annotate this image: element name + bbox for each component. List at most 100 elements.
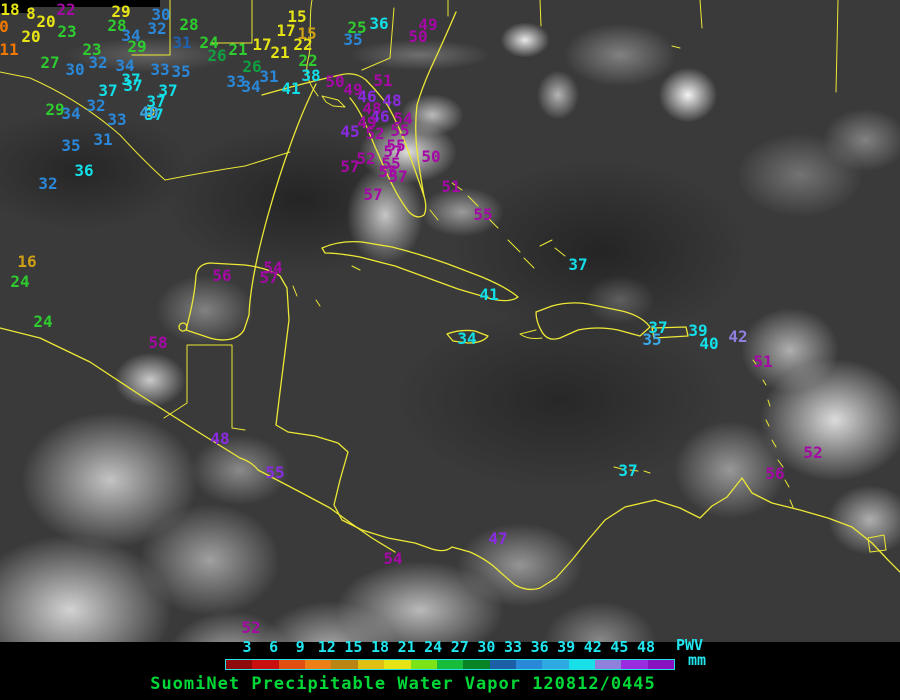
station-value: 41 bbox=[479, 285, 499, 304]
station-value: 18 bbox=[0, 0, 20, 19]
station-value: 25 bbox=[347, 18, 367, 37]
colorbar-segment bbox=[647, 660, 675, 669]
colorbar-tick-label: 42 bbox=[583, 638, 602, 656]
station-value: 32 bbox=[147, 19, 167, 38]
colorbar-tick-label: 45 bbox=[610, 638, 629, 656]
colorbar-segment bbox=[410, 660, 437, 669]
station-value: 33 bbox=[226, 72, 246, 91]
station-value: 52 bbox=[241, 618, 261, 637]
station-value: 21 bbox=[270, 43, 290, 62]
station-value: 37 bbox=[98, 81, 118, 100]
station-value: 55 bbox=[265, 463, 285, 482]
colorbar-segment bbox=[621, 660, 648, 669]
colorbar-segment bbox=[489, 660, 516, 669]
station-value: 20 bbox=[36, 12, 56, 31]
colorbar-tick-label: 18 bbox=[370, 638, 390, 656]
station-value: 47 bbox=[488, 529, 508, 548]
station-value: 24 bbox=[10, 272, 30, 291]
colorbar-tick-label: 33 bbox=[503, 638, 523, 656]
station-value: 57 bbox=[340, 157, 360, 176]
station-value: 23 bbox=[82, 40, 102, 59]
station-value: 56 bbox=[212, 266, 232, 285]
station-value: 29 bbox=[45, 100, 65, 119]
station-value: 57 bbox=[383, 142, 403, 161]
station-value: 35 bbox=[343, 30, 363, 49]
station-value: 55 bbox=[378, 162, 398, 181]
station-value: 41 bbox=[281, 79, 301, 98]
colorbar-segment bbox=[226, 660, 253, 669]
station-value: 22 bbox=[298, 51, 318, 70]
station-value: 50 bbox=[421, 147, 441, 166]
station-value: 51 bbox=[373, 71, 393, 90]
map-title: SuomiNet Precipitable Water Vapor 120812… bbox=[150, 674, 656, 694]
station-value: 37 bbox=[158, 81, 178, 100]
colorbar-segment bbox=[384, 660, 411, 669]
station-value: 31 bbox=[259, 67, 279, 86]
station-value: 24 bbox=[33, 312, 53, 331]
station-value: 37 bbox=[648, 318, 668, 337]
station-value: 48 bbox=[362, 99, 382, 118]
colorbar bbox=[225, 659, 675, 670]
station-value: 54 bbox=[383, 549, 403, 568]
station-value: 37 bbox=[146, 92, 166, 111]
station-value: 40 bbox=[699, 334, 719, 353]
station-value: 15 bbox=[287, 7, 307, 26]
station-value: 20 bbox=[21, 27, 41, 46]
station-values-layer: 18 8 20 0 20 11 22 23 23 27 29 28 34 29 30 32 34 37 30 32 31… bbox=[0, 0, 823, 637]
colorbar-tick-label: 3 bbox=[242, 638, 252, 656]
colorbar-tick-label: 6 bbox=[269, 638, 279, 656]
station-value: 56 bbox=[765, 464, 785, 483]
station-value: 51 bbox=[441, 177, 461, 196]
station-value: 15 bbox=[297, 24, 317, 43]
station-value: 8 bbox=[26, 4, 36, 23]
station-value: 22 bbox=[293, 35, 313, 54]
colorbar-segment bbox=[568, 660, 596, 669]
station-value: 21 bbox=[228, 40, 248, 59]
colorbar-segment bbox=[252, 660, 279, 669]
colorbar-tick-label: 24 bbox=[424, 638, 443, 656]
station-value: 30 bbox=[151, 5, 171, 24]
station-value: 22 bbox=[56, 0, 76, 19]
station-value: 32 bbox=[86, 96, 106, 115]
legend-area: PWV mm bbox=[0, 638, 900, 700]
station-value: 37 bbox=[123, 76, 143, 95]
station-value: 51 bbox=[753, 352, 773, 371]
mm-unit-label: mm bbox=[688, 651, 707, 669]
station-value: 48 bbox=[210, 429, 230, 448]
station-value: 55 bbox=[390, 121, 410, 140]
station-value: 57 bbox=[388, 167, 408, 186]
station-value: 46 bbox=[357, 87, 377, 106]
station-value: 40 bbox=[139, 103, 159, 122]
station-value: 24 bbox=[199, 33, 219, 52]
station-value: 11 bbox=[0, 40, 19, 59]
station-value: 50 bbox=[408, 27, 428, 46]
no-data-corner bbox=[0, 0, 30, 13]
station-value: 37 bbox=[144, 105, 164, 124]
pwv-unit-label: PWV bbox=[676, 636, 704, 654]
station-value: 34 bbox=[457, 329, 477, 348]
station-value: 38 bbox=[301, 66, 321, 85]
colorbar-tick-label: 48 bbox=[636, 638, 656, 656]
station-value: 27 bbox=[40, 53, 60, 72]
station-value: 32 bbox=[38, 174, 58, 193]
colorbar-tick-label: 27 bbox=[450, 638, 469, 656]
station-value: 17 bbox=[252, 35, 272, 54]
station-value: 54 bbox=[263, 258, 283, 277]
station-value: 36 bbox=[369, 14, 389, 33]
station-value: 49 bbox=[343, 80, 363, 99]
colorbar-tick-label: 39 bbox=[557, 638, 576, 656]
station-value: 55 bbox=[386, 136, 406, 155]
station-value: 54 bbox=[393, 109, 413, 128]
colorbar-segment bbox=[595, 660, 622, 669]
station-value: 42 bbox=[728, 327, 748, 346]
colorbar-segment bbox=[305, 660, 332, 669]
station-value: 33 bbox=[150, 60, 170, 79]
colorbar-tick-label: 30 bbox=[477, 638, 496, 656]
station-value: 57 bbox=[259, 268, 279, 287]
station-value: 29 bbox=[111, 2, 131, 21]
station-value: 26 bbox=[207, 46, 227, 65]
station-value: 50 bbox=[325, 72, 345, 91]
station-value: 52 bbox=[356, 149, 376, 168]
station-value: 55 bbox=[381, 154, 401, 173]
